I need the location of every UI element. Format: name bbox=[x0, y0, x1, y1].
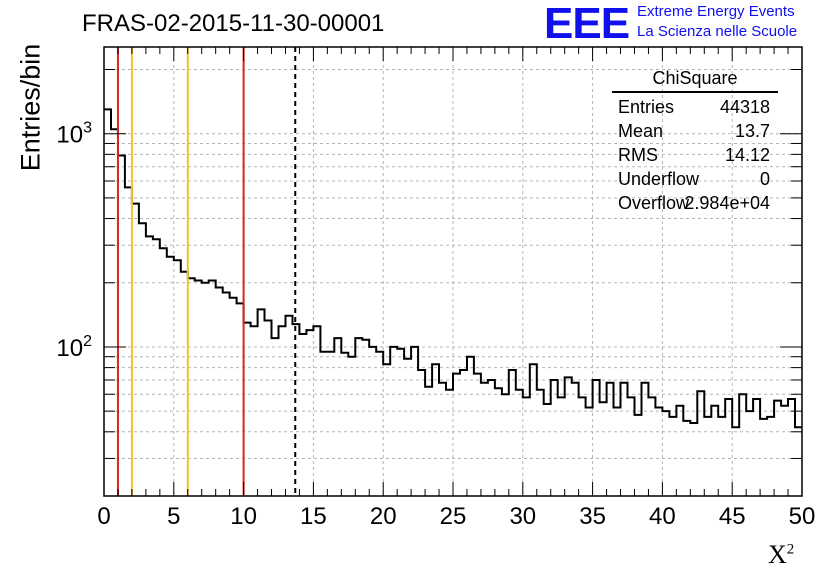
x-tick-label: 30 bbox=[509, 503, 536, 530]
stats-value: 14.12 bbox=[724, 145, 770, 165]
stats-key: Overflow bbox=[618, 193, 690, 213]
stats-row-overflow: Overflow 2.984e+04 bbox=[612, 191, 778, 215]
x-tick-label: 20 bbox=[370, 503, 397, 530]
stats-row-mean: Mean 13.7 bbox=[612, 119, 778, 143]
stats-row-rms: RMS 14.12 bbox=[612, 143, 778, 167]
y-tick-label: 102 bbox=[56, 333, 92, 362]
x-tick-label: 50 bbox=[789, 503, 816, 530]
stats-value: 0 bbox=[759, 169, 770, 189]
histogram-series bbox=[104, 108, 802, 429]
x-tick-label: 0 bbox=[97, 503, 110, 530]
chart-title: FRAS-02-2015-11-30-00001 bbox=[82, 10, 385, 37]
stats-row-entries: Entries 44318 bbox=[612, 95, 778, 119]
x-axis-label-exponent: 2 bbox=[786, 541, 795, 558]
stats-key: Underflow bbox=[618, 169, 700, 189]
axes bbox=[103, 46, 803, 497]
x-tick-label: 5 bbox=[167, 503, 180, 530]
y-axis-label: Entries/bin bbox=[15, 43, 46, 172]
x-axis-label-base: X bbox=[768, 540, 787, 569]
y-tick-label: 103 bbox=[56, 120, 92, 149]
histogram-line bbox=[104, 108, 802, 429]
y-tick-label-base: 10 bbox=[56, 122, 83, 149]
reference-lines bbox=[116, 47, 297, 496]
logo-line-1: Extreme Energy Events bbox=[637, 3, 795, 20]
x-tick-label: 15 bbox=[300, 503, 327, 530]
stats-title: ChiSquare bbox=[612, 68, 778, 93]
y-tick-label-base: 10 bbox=[56, 335, 83, 362]
eee-logo: EEE bbox=[544, 0, 630, 48]
stats-row-underflow: Underflow 0 bbox=[612, 167, 778, 191]
grid-lines bbox=[104, 47, 802, 496]
stats-key: Entries bbox=[618, 97, 675, 117]
stats-box: ChiSquare Entries 44318 Mean 13.7 RMS 14.12… bbox=[612, 68, 778, 215]
x-tick-label: 40 bbox=[649, 503, 676, 530]
logo-line-2: La Scienza nelle Scuole bbox=[637, 23, 798, 40]
stats-key: RMS bbox=[618, 145, 658, 165]
stats-value: 2.984e+04 bbox=[684, 193, 770, 213]
x-tick-label: 35 bbox=[579, 503, 606, 530]
x-tick-label: 10 bbox=[230, 503, 257, 530]
y-tick-label-exponent: 2 bbox=[83, 333, 92, 350]
y-tick-label-exponent: 3 bbox=[83, 120, 92, 137]
x-tick-label: 25 bbox=[440, 503, 467, 530]
stats-key: Mean bbox=[618, 121, 664, 141]
stats-value: 44318 bbox=[719, 97, 770, 117]
stats-value: 13.7 bbox=[734, 121, 770, 141]
x-axis-label: X2 bbox=[768, 540, 794, 570]
x-tick-label: 45 bbox=[719, 503, 746, 530]
